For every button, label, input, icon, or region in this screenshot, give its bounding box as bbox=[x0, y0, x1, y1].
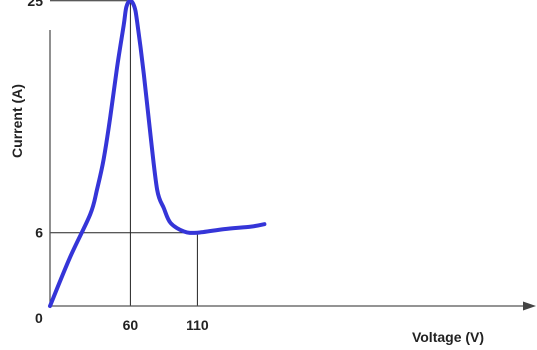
x-tick-label: 110 bbox=[186, 317, 209, 333]
x-tick-label: 60 bbox=[123, 317, 139, 333]
axes bbox=[49, 30, 536, 311]
x-axis-arrow-icon bbox=[523, 301, 536, 311]
reference-lines bbox=[50, 0, 198, 306]
y-tick-label: 6 bbox=[35, 225, 43, 241]
y-axis-title: Current (A) bbox=[9, 84, 25, 158]
x-axis-title: Voltage (V) bbox=[412, 329, 484, 345]
labels: 0 Voltage (V) Current (A) 60 110 6 25 bbox=[9, 0, 484, 345]
y-tick-label: 25 bbox=[27, 0, 43, 9]
origin-label: 0 bbox=[35, 310, 43, 326]
series bbox=[48, 0, 267, 308]
series-line-0 bbox=[48, 0, 267, 308]
